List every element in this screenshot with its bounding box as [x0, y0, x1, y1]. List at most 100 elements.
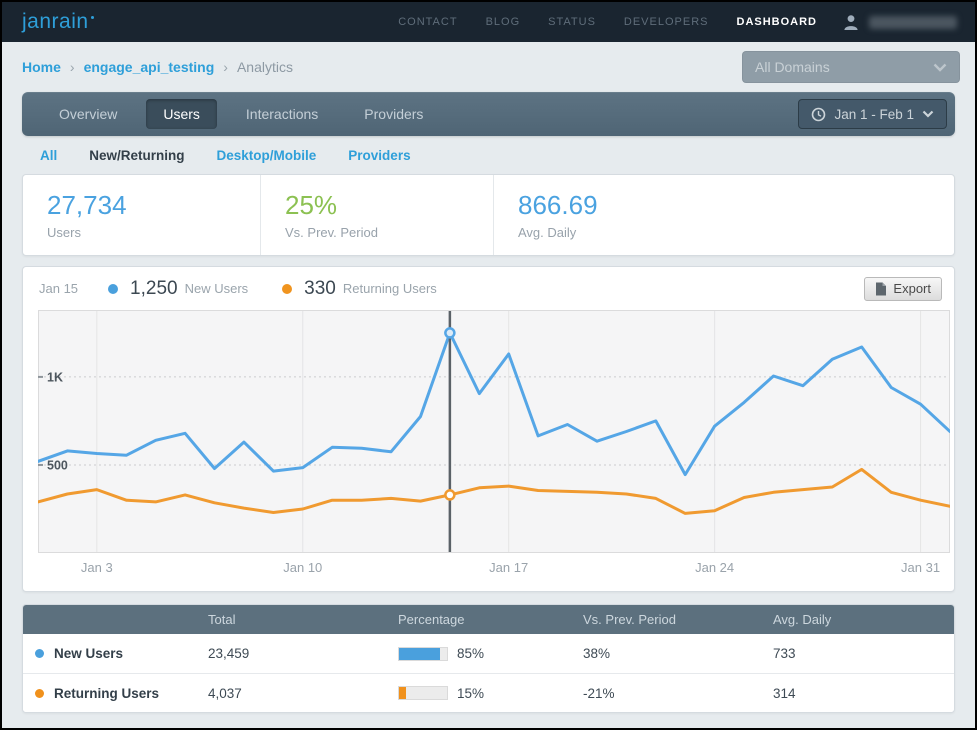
svg-text:Jan 3: Jan 3: [81, 560, 113, 575]
logo-text: janrain: [22, 10, 89, 33]
returning-users-dot-icon: [35, 688, 44, 698]
svg-text:Jan 17: Jan 17: [489, 560, 528, 575]
breadcrumb-current-page: Analytics: [236, 59, 293, 75]
top-navigation: janrain CONTACT BLOG STATUS DEVELOPERS D…: [2, 2, 975, 42]
legend-new-users-value: 1,250: [130, 277, 178, 299]
svg-text:Jan 10: Jan 10: [283, 560, 322, 575]
percentage-bar-fill: [399, 647, 440, 660]
svg-text:Jan 31: Jan 31: [901, 560, 940, 575]
user-icon: [844, 14, 858, 30]
user-menu[interactable]: [843, 14, 957, 31]
breadcrumb-separator: ›: [223, 59, 228, 75]
legend-returning-users: 330 Returning Users: [282, 278, 437, 300]
stat-vs-prev-period: 25% Vs. Prev. Period: [260, 175, 493, 255]
domain-select-value: All Domains: [755, 59, 830, 75]
new-users-dot-icon: [108, 283, 119, 294]
table-header-avg-daily: Avg. Daily: [773, 612, 832, 627]
stat-total-users-value: 27,734: [47, 190, 127, 220]
cell-avg-daily: 733: [773, 646, 796, 661]
cell-total: 4,037: [208, 685, 242, 701]
returning-users-dot-icon: [282, 283, 293, 294]
svg-text:500: 500: [47, 458, 68, 472]
percentage-bar: [398, 686, 448, 700]
cell-vs-prev: 38%: [583, 646, 611, 661]
stat-vs-prev-label: Vs. Prev. Period: [285, 225, 378, 240]
subtab-new-returning[interactable]: New/Returning: [89, 147, 185, 163]
export-button[interactable]: Export: [864, 276, 942, 301]
main-content: Overview Users Interactions Providers Ja…: [2, 92, 975, 713]
tab-users[interactable]: Users: [146, 99, 217, 129]
chevron-down-icon: [922, 110, 934, 118]
chart-header: Jan 15 1,250 New Users 330 Returning Use…: [23, 267, 954, 310]
chart-plot-area[interactable]: 500 1K Jan 3 Jan 10 Jan 17 Jan 24 Jan 31: [23, 310, 954, 587]
percentage-bar-fill: [399, 687, 407, 699]
date-range-value: Jan 1 - Feb 1: [834, 106, 914, 122]
legend-new-users-label: New Users: [184, 281, 249, 296]
chart-selected-date: Jan 15: [39, 281, 79, 296]
percentage-bar: [398, 646, 448, 661]
nav-status[interactable]: STATUS: [548, 16, 596, 28]
table-header-row: Total Percentage Vs. Prev. Period Avg. D…: [23, 605, 954, 634]
cell-total: 23,459: [208, 646, 250, 661]
breadcrumb: Home › engage_api_testing › Analytics: [22, 59, 293, 75]
nav-blog[interactable]: BLOG: [485, 16, 521, 28]
domain-select-dropdown[interactable]: All Domains: [742, 51, 960, 83]
svg-text:Jan 24: Jan 24: [695, 560, 734, 575]
new-users-dot-icon: [35, 649, 44, 658]
nav-developers[interactable]: DEVELOPERS: [623, 16, 709, 28]
row-label-returning-users: Returning Users: [23, 686, 208, 701]
user-name-redacted: [869, 15, 957, 29]
topnav-links: CONTACT BLOG STATUS DEVELOPERS DASHBOARD: [398, 16, 817, 28]
table-row: Returning Users 4,037 15% -21% 314: [23, 673, 954, 712]
row-label-text: Returning Users: [54, 685, 160, 701]
breadcrumb-app[interactable]: engage_api_testing: [83, 59, 215, 75]
nav-dashboard[interactable]: DASHBOARD: [736, 16, 817, 28]
logo-trademark-dot: [90, 16, 94, 19]
subtab-desktop-mobile[interactable]: Desktop/Mobile: [216, 147, 317, 163]
table-header-vs-prev: Vs. Prev. Period: [583, 612, 676, 627]
stat-avg-daily-label: Avg. Daily: [518, 225, 577, 240]
breadcrumb-home[interactable]: Home: [22, 59, 61, 75]
user-trend-chart[interactable]: 500 1K Jan 3 Jan 10 Jan 17 Jan 24 Jan 31: [36, 310, 952, 582]
row-label-text: New Users: [54, 646, 124, 661]
row-label-new-users: New Users: [23, 646, 208, 661]
stat-avg-daily: 866.69 Avg. Daily: [493, 175, 954, 255]
subtab-all[interactable]: All: [40, 147, 58, 163]
percentage-value: 15%: [457, 685, 485, 701]
percentage-value: 85%: [457, 646, 485, 661]
users-breakdown-table: Total Percentage Vs. Prev. Period Avg. D…: [22, 604, 955, 713]
legend-returning-users-value: 330: [304, 277, 336, 299]
clock-icon: [812, 107, 826, 121]
export-button-label: Export: [893, 281, 931, 296]
cell-percentage: 85%: [398, 646, 583, 661]
table-header-percentage: Percentage: [398, 612, 465, 627]
users-chart-panel: Jan 15 1,250 New Users 330 Returning Use…: [22, 266, 955, 592]
breadcrumb-separator: ›: [69, 59, 75, 75]
cell-percentage: 15%: [398, 686, 583, 701]
analytics-tabbar: Overview Users Interactions Providers Ja…: [22, 92, 955, 136]
document-icon: [876, 282, 887, 295]
stat-total-users-label: Users: [47, 225, 81, 240]
summary-stats-panel: 27,734 Users 25% Vs. Prev. Period 866.69…: [22, 174, 955, 256]
legend-returning-users-label: Returning Users: [342, 281, 437, 296]
table-header-total: Total: [208, 612, 236, 627]
stat-total-users: 27,734 Users: [23, 175, 260, 255]
users-subtabs: All New/Returning Desktop/Mobile Provide…: [22, 136, 955, 174]
subtab-providers[interactable]: Providers: [348, 147, 411, 163]
date-range-picker[interactable]: Jan 1 - Feb 1: [798, 99, 947, 129]
janrain-logo[interactable]: janrain: [22, 10, 94, 34]
legend-new-users: 1,250 New Users: [108, 278, 248, 300]
tab-providers[interactable]: Providers: [364, 106, 424, 122]
tab-overview[interactable]: Overview: [59, 106, 118, 122]
tab-interactions[interactable]: Interactions: [245, 106, 319, 122]
table-row: New Users 23,459 85% 38% 733: [23, 634, 954, 673]
cell-avg-daily: 314: [773, 685, 796, 701]
svg-text:1K: 1K: [47, 370, 63, 384]
cell-vs-prev: -21%: [583, 685, 615, 701]
nav-contact[interactable]: CONTACT: [398, 16, 458, 28]
stat-avg-daily-value: 866.69: [518, 190, 598, 220]
breadcrumb-row: Home › engage_api_testing › Analytics Al…: [2, 42, 975, 92]
stat-vs-prev-value: 25%: [285, 190, 338, 220]
chevron-down-icon: [933, 63, 947, 72]
